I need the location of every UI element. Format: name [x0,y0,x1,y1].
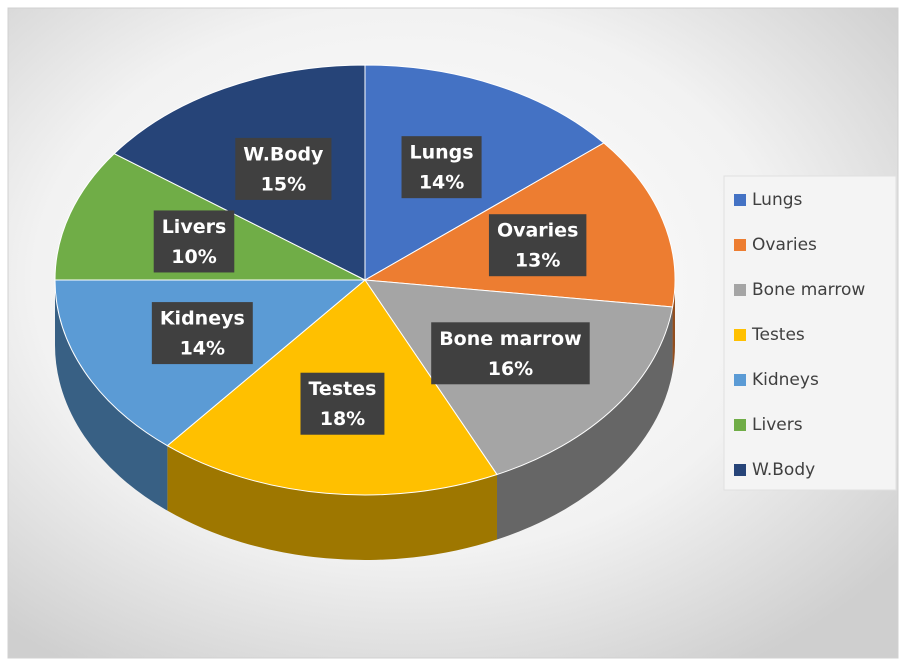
legend-swatch [734,194,746,206]
data-label-value: 14% [419,172,464,194]
data-label-box [431,322,590,385]
legend-label: W.Body [752,460,815,480]
data-label-value: 15% [261,173,306,195]
data-label-name: Ovaries [497,220,578,242]
pie-sides [55,280,675,560]
data-label-value: 13% [515,250,560,272]
data-label-name: W.Body [243,143,324,165]
data-label-box [300,372,385,435]
legend-label: Testes [751,325,805,345]
slice-side [55,280,168,511]
data-label-box [235,137,332,200]
slice [364,64,605,281]
data-label-value: 10% [171,246,216,268]
data-label-box [488,214,587,277]
data-labels: Lungs 14% Ovaries 13% Bone marrow 16% Testes 18… [151,136,590,435]
slice-side [496,306,673,540]
data-label-name: Lungs [410,142,474,164]
legend-label: Lungs [752,190,803,210]
legend-box [723,175,897,491]
legend-swatch [734,239,746,251]
legend: Lungs Ovaries Bone marrow Testes Kidneys Live… [734,190,865,480]
legend-label: Bone marrow [752,280,865,300]
legend-swatch [734,329,746,341]
data-label-box [153,210,235,273]
slice-side [167,445,497,560]
data-label-name: Bone marrow [439,328,582,350]
data-label-value: 14% [180,338,225,360]
legend-swatch [734,464,746,476]
legend-swatch [734,374,746,386]
legend-label: Livers [752,415,803,435]
data-label-name: Testes [309,378,377,400]
legend-label: Kidneys [752,370,819,390]
legend-swatch [734,284,746,296]
data-label-value: 18% [320,408,365,430]
data-label-box [151,302,253,365]
legend-swatch [734,419,746,431]
data-label-name: Kidneys [160,308,245,330]
data-label-name: Livers [162,216,227,238]
slice-side [672,280,675,372]
legend-label: Ovaries [752,235,817,255]
data-label-box [401,136,482,199]
data-label-value: 16% [488,358,533,380]
